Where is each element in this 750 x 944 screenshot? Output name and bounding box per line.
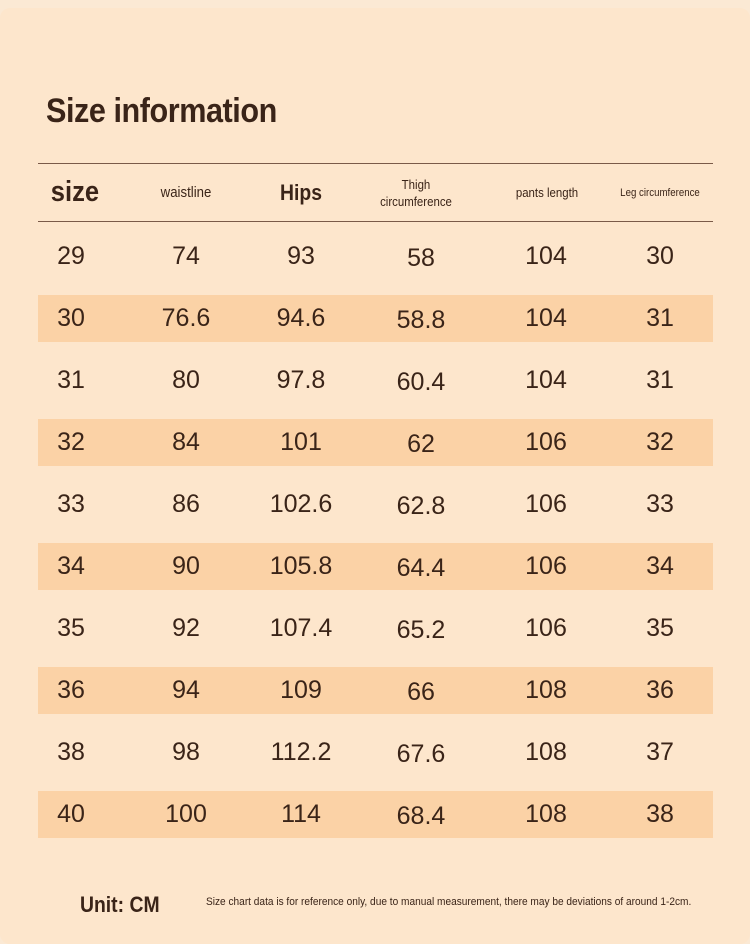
cell-pants-length: 108 <box>525 738 567 766</box>
table-row: 35 92 107.4 65.2 106 35 <box>38 605 713 652</box>
cell-pants-length: 108 <box>525 800 567 828</box>
cell-leg: 33 <box>646 490 674 518</box>
size-chart-card <box>0 8 750 944</box>
cell-leg: 30 <box>646 242 674 270</box>
cell-hips: 109 <box>280 676 322 704</box>
table-row: 33 86 102.6 62.8 106 33 <box>38 481 713 528</box>
cell-leg: 34 <box>646 552 674 580</box>
cell-thigh: 58 <box>407 244 435 272</box>
cell-thigh: 58.8 <box>396 306 446 334</box>
cell-thigh: 60.4 <box>396 368 446 396</box>
cell-leg: 32 <box>646 428 674 456</box>
cell-waistline: 100 <box>165 800 207 828</box>
cell-size: 34 <box>57 552 85 580</box>
cell-hips: 107.4 <box>269 614 333 642</box>
cell-pants-length: 106 <box>525 428 567 456</box>
table-row: 34 90 105.8 64.4 106 34 <box>38 543 713 590</box>
cell-thigh: 65.2 <box>396 616 446 644</box>
table-row: 32 84 101 62 106 32 <box>38 419 713 466</box>
cell-size: 30 <box>57 304 85 332</box>
table-row: 30 76.6 94.6 58.8 104 31 <box>38 295 713 342</box>
cell-leg: 36 <box>646 676 674 704</box>
cell-thigh: 67.6 <box>396 740 446 768</box>
table-row: 36 94 109 66 108 36 <box>38 667 713 714</box>
cell-hips: 97.8 <box>276 366 326 394</box>
cell-leg: 35 <box>646 614 674 642</box>
cell-waistline: 86 <box>172 490 200 518</box>
cell-pants-length: 106 <box>525 614 567 642</box>
cell-leg: 31 <box>646 366 674 394</box>
cell-thigh: 62 <box>407 430 435 458</box>
header-hips: Hips <box>280 179 322 205</box>
cell-hips: 114 <box>281 800 321 828</box>
header-pants-length: pants length <box>515 185 579 200</box>
cell-pants-length: 108 <box>525 676 567 704</box>
cell-waistline: 80 <box>172 366 200 394</box>
header-bottom-divider <box>38 221 713 222</box>
size-table-body: 29 74 93 58 104 30 30 76.6 94.6 58.8 104… <box>38 233 713 853</box>
cell-waistline: 98 <box>172 738 200 766</box>
header-leg-circumference: Leg circumference <box>620 186 700 199</box>
cell-size: 35 <box>57 614 85 642</box>
cell-hips: 112.2 <box>270 738 332 766</box>
cell-size: 32 <box>57 428 85 456</box>
cell-thigh: 64.4 <box>396 554 446 582</box>
cell-pants-length: 106 <box>525 490 567 518</box>
header-top-divider <box>38 163 713 164</box>
cell-pants-length: 106 <box>525 552 567 580</box>
header-thigh-line2: circumference <box>380 193 452 209</box>
cell-hips: 102.6 <box>269 490 333 518</box>
cell-waistline: 84 <box>172 428 200 456</box>
header-thigh-circumference: Thigh circumference <box>365 164 467 221</box>
cell-size: 36 <box>57 676 85 704</box>
table-row: 40 100 114 68.4 108 38 <box>38 791 713 838</box>
cell-hips: 105.8 <box>269 552 333 580</box>
cell-waistline: 92 <box>172 614 200 642</box>
header-waistline: waistline <box>160 184 212 201</box>
header-size: size <box>50 176 100 208</box>
cell-leg: 31 <box>646 304 674 332</box>
cell-waistline: 94 <box>172 676 200 704</box>
cell-leg: 37 <box>646 738 674 766</box>
table-row: 29 74 93 58 104 30 <box>38 233 713 280</box>
table-row: 31 80 97.8 60.4 104 31 <box>38 357 713 404</box>
page-title: Size information <box>46 92 277 130</box>
table-header: size waistline Hips Thigh circumference … <box>38 164 713 221</box>
cell-pants-length: 104 <box>525 242 567 270</box>
cell-size: 33 <box>57 490 85 518</box>
cell-thigh: 68.4 <box>396 802 446 830</box>
cell-thigh: 66 <box>407 678 435 706</box>
cell-leg: 38 <box>646 800 674 828</box>
cell-waistline: 76.6 <box>161 304 211 332</box>
cell-size: 29 <box>57 242 85 270</box>
cell-pants-length: 104 <box>525 304 567 332</box>
table-row: 38 98 112.2 67.6 108 37 <box>38 729 713 776</box>
unit-label: Unit: CM <box>80 892 160 917</box>
header-thigh-line1: Thigh <box>401 176 431 192</box>
cell-waistline: 74 <box>172 242 200 270</box>
cell-hips: 101 <box>280 428 322 456</box>
cell-size: 40 <box>57 800 85 828</box>
cell-hips: 93 <box>287 242 315 270</box>
cell-pants-length: 104 <box>525 366 567 394</box>
cell-size: 38 <box>57 738 85 766</box>
disclaimer-note: Size chart data is for reference only, d… <box>206 896 692 908</box>
cell-hips: 94.6 <box>276 304 326 332</box>
cell-waistline: 90 <box>172 552 200 580</box>
cell-thigh: 62.8 <box>396 492 446 520</box>
cell-size: 31 <box>57 366 85 394</box>
